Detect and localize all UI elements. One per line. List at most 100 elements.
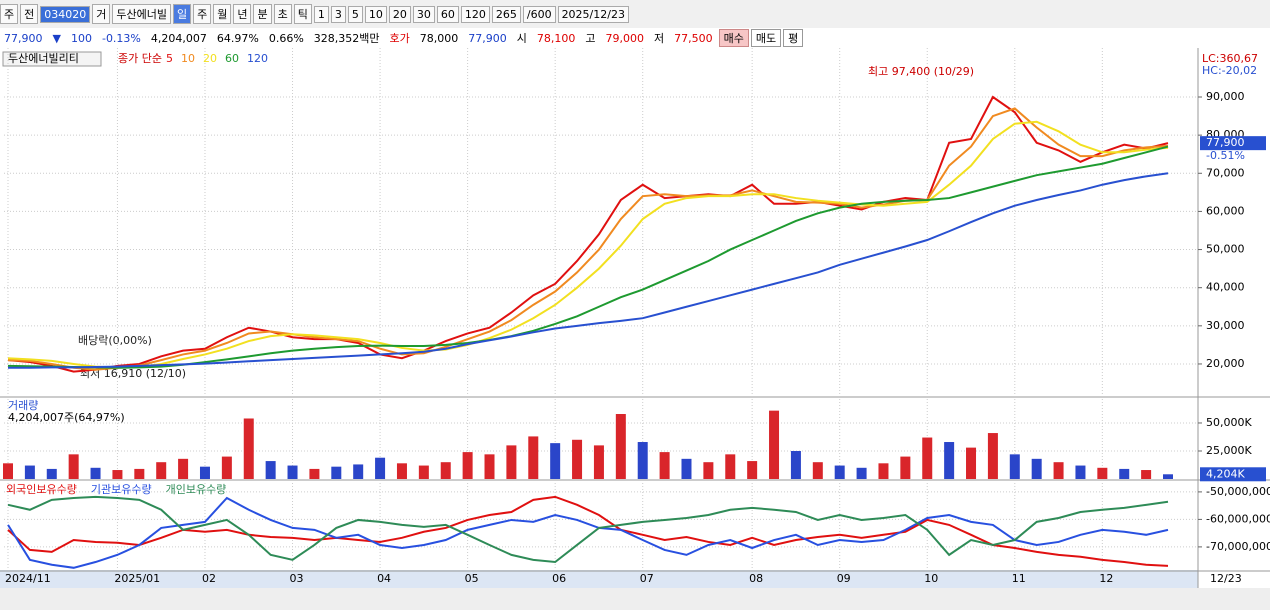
y-tick-label: 90,000 (1206, 90, 1245, 103)
info-item[interactable]: 매수 (718, 29, 749, 47)
toolbar-item[interactable]: 265 (491, 5, 521, 23)
volume-bar (769, 410, 780, 479)
toolbar-item[interactable]: 3 (330, 5, 346, 23)
toolbar-item[interactable]: 30 (412, 5, 435, 23)
legend-prefix: 종가 단순 (118, 52, 162, 65)
toolbar-item[interactable]: 주 (0, 4, 19, 24)
y-tick-label: 50,000 (1206, 243, 1245, 256)
last-value-label: 77,900 (1206, 136, 1245, 149)
volume-bar (900, 456, 911, 479)
volume-bar (396, 463, 407, 479)
volume-bar (1075, 465, 1086, 479)
y-tick-label: 60,000 (1206, 204, 1245, 217)
toolbar-item[interactable]: 20 (388, 5, 411, 23)
legend-entry: 개인보유수량 (166, 483, 227, 496)
x-tick-label: 09 (837, 572, 851, 585)
volume-bar (46, 468, 57, 479)
volume-bar (528, 436, 539, 479)
volume-bar (966, 447, 977, 479)
volume-bar (659, 452, 670, 479)
volume-bar (243, 418, 254, 479)
info-item[interactable]: 79,000 (605, 31, 645, 45)
toolbar-item[interactable]: 분 (253, 4, 272, 24)
info-bar: 77,900 ▼ 100 -0.13% 4,204,007 64.97% 0.66% 328,… (0, 28, 1270, 49)
x-axis-band (0, 570, 1198, 588)
info-item[interactable]: -0.13% (101, 31, 141, 45)
toolbar-item[interactable]: 120 (460, 5, 490, 23)
toolbar-item[interactable]: 034020 (40, 5, 91, 23)
series-line (7, 107, 1169, 371)
info-item[interactable]: 77,900 (4, 31, 43, 45)
volume-bar (353, 464, 364, 479)
toolbar-item[interactable]: 전 (20, 4, 39, 24)
toolbar-item[interactable]: 60 (436, 5, 459, 23)
background (0, 48, 1270, 610)
info-item[interactable]: 78,000 (419, 31, 459, 45)
y-tick-label: 70,000 (1206, 166, 1245, 179)
last-value-tag (1200, 136, 1266, 151)
volume-bar (309, 468, 320, 479)
y-tick-label: -60,000,000 (1206, 512, 1270, 525)
volume-bar (484, 454, 495, 479)
pane-title-box (2, 51, 102, 67)
info-item[interactable]: 77,900 (468, 31, 507, 45)
series-line (8, 172, 1169, 369)
volume-bar (922, 437, 933, 479)
toolbar-item[interactable]: 1 (313, 5, 329, 23)
info-item[interactable]: 시 (516, 32, 527, 45)
volume-bar (440, 462, 451, 479)
info-item[interactable]: 매도 (750, 29, 782, 47)
info-item[interactable]: ▼ (52, 31, 61, 45)
legend-entry: 외국인보유수량 (6, 483, 77, 496)
legend-entry: 5 (166, 52, 173, 65)
info-item[interactable]: 4,204,007 (150, 31, 207, 45)
toolbar-item[interactable]: 2025/12/23 (557, 5, 629, 23)
info-item[interactable]: 호가 (389, 32, 410, 45)
toolbar-item[interactable]: 월 (213, 4, 232, 24)
y-tick-label: 20,000 (1206, 357, 1245, 370)
x-tick-label: 11 (1012, 572, 1026, 585)
info-item[interactable]: 100 (70, 31, 92, 45)
series-line (7, 145, 1169, 369)
x-tick-label: 02 (202, 572, 216, 585)
volume-bar (637, 442, 648, 479)
toolbar-item[interactable]: 일 (172, 4, 192, 24)
toolbar-item[interactable]: 10 (364, 5, 387, 23)
hc-label: HC:-20,02 (1202, 64, 1257, 77)
info-item[interactable]: 평 (783, 29, 804, 47)
last-value-tag (1200, 467, 1266, 482)
toolbar-item[interactable]: 틱 (293, 4, 312, 24)
toolbar-item[interactable]: 초 (273, 4, 292, 24)
volume-bar (1053, 462, 1064, 479)
info-item[interactable]: 78,100 (536, 31, 576, 45)
x-tick-label: 2025/01 (114, 572, 160, 585)
x-tick-label: 06 (552, 572, 566, 585)
volume-bar (418, 465, 429, 479)
volume-bar (944, 442, 955, 479)
volume-bar (987, 433, 998, 479)
info-item[interactable]: 고 (585, 32, 596, 45)
toolbar-item[interactable]: 두산에너빌 (112, 4, 171, 24)
volume-bar (156, 462, 167, 479)
volume-bar (134, 468, 145, 479)
info-item[interactable]: 64.97% (216, 31, 259, 45)
toolbar-item[interactable]: 주 (193, 4, 212, 24)
info-item[interactable]: 328,352백만 (313, 32, 380, 45)
info-item[interactable]: 77,500 (674, 31, 713, 45)
volume-bar (572, 439, 583, 479)
toolbar-item[interactable]: /600 (522, 5, 556, 23)
scrollbar[interactable] (0, 588, 1270, 610)
volume-bar (812, 462, 823, 479)
series-line (7, 496, 1169, 569)
info-item[interactable]: 저 (654, 32, 665, 45)
info-item[interactable]: 0.66% (268, 31, 304, 45)
volume-bar (506, 445, 517, 479)
change-label: -0.51% (1206, 149, 1245, 162)
y-tick-label: 25,000K (1206, 444, 1252, 457)
volume-bar (1009, 454, 1020, 479)
x-tick-label: 07 (640, 572, 654, 585)
toolbar-item[interactable]: 년 (233, 4, 252, 24)
volume-bar (112, 470, 123, 479)
toolbar-item[interactable]: 거 (92, 4, 111, 24)
toolbar-item[interactable]: 5 (347, 5, 363, 23)
